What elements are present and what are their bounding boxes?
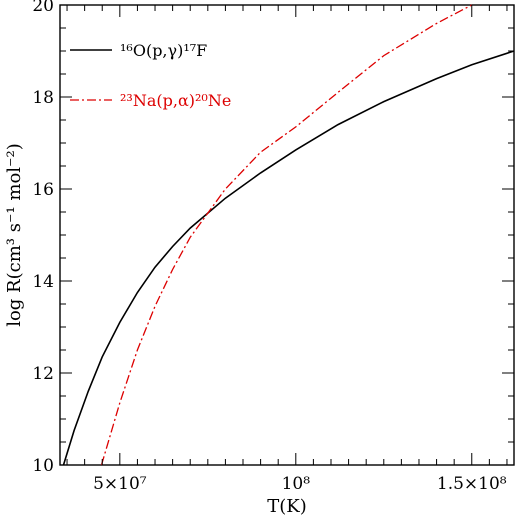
plot-frame — [59, 4, 515, 466]
series-line-1 — [100, 4, 473, 466]
x-tick-label: 5×10⁷ — [93, 474, 147, 494]
legend: ¹⁶O(p,γ)¹⁷F ²³Na(p,α)²⁰Ne — [70, 41, 231, 110]
x-axis-label: T(K) — [267, 496, 307, 517]
series-line-0 — [62, 50, 515, 466]
y-tick-label: 18 — [32, 88, 54, 108]
ticks-layer: 10 12 14 16 18 20 5×10⁷ 10⁸ 1.5×10⁸ — [32, 0, 514, 494]
legend-label-o16: ¹⁶O(p,γ)¹⁷F — [120, 41, 207, 60]
x-tick-label: 10⁸ — [282, 474, 311, 494]
y-tick-label: 14 — [32, 272, 54, 292]
y-tick-label: 16 — [32, 180, 54, 200]
y-tick-label: 12 — [32, 364, 54, 384]
y-tick-label: 10 — [32, 456, 54, 476]
x-tick-label: 1.5×10⁸ — [437, 474, 507, 494]
curves-layer — [62, 4, 515, 466]
y-axis-label: log R(cm³ s⁻¹ mol⁻²) — [4, 143, 25, 327]
legend-label-na23: ²³Na(p,α)²⁰Ne — [120, 91, 231, 110]
y-tick-label: 20 — [32, 0, 54, 16]
